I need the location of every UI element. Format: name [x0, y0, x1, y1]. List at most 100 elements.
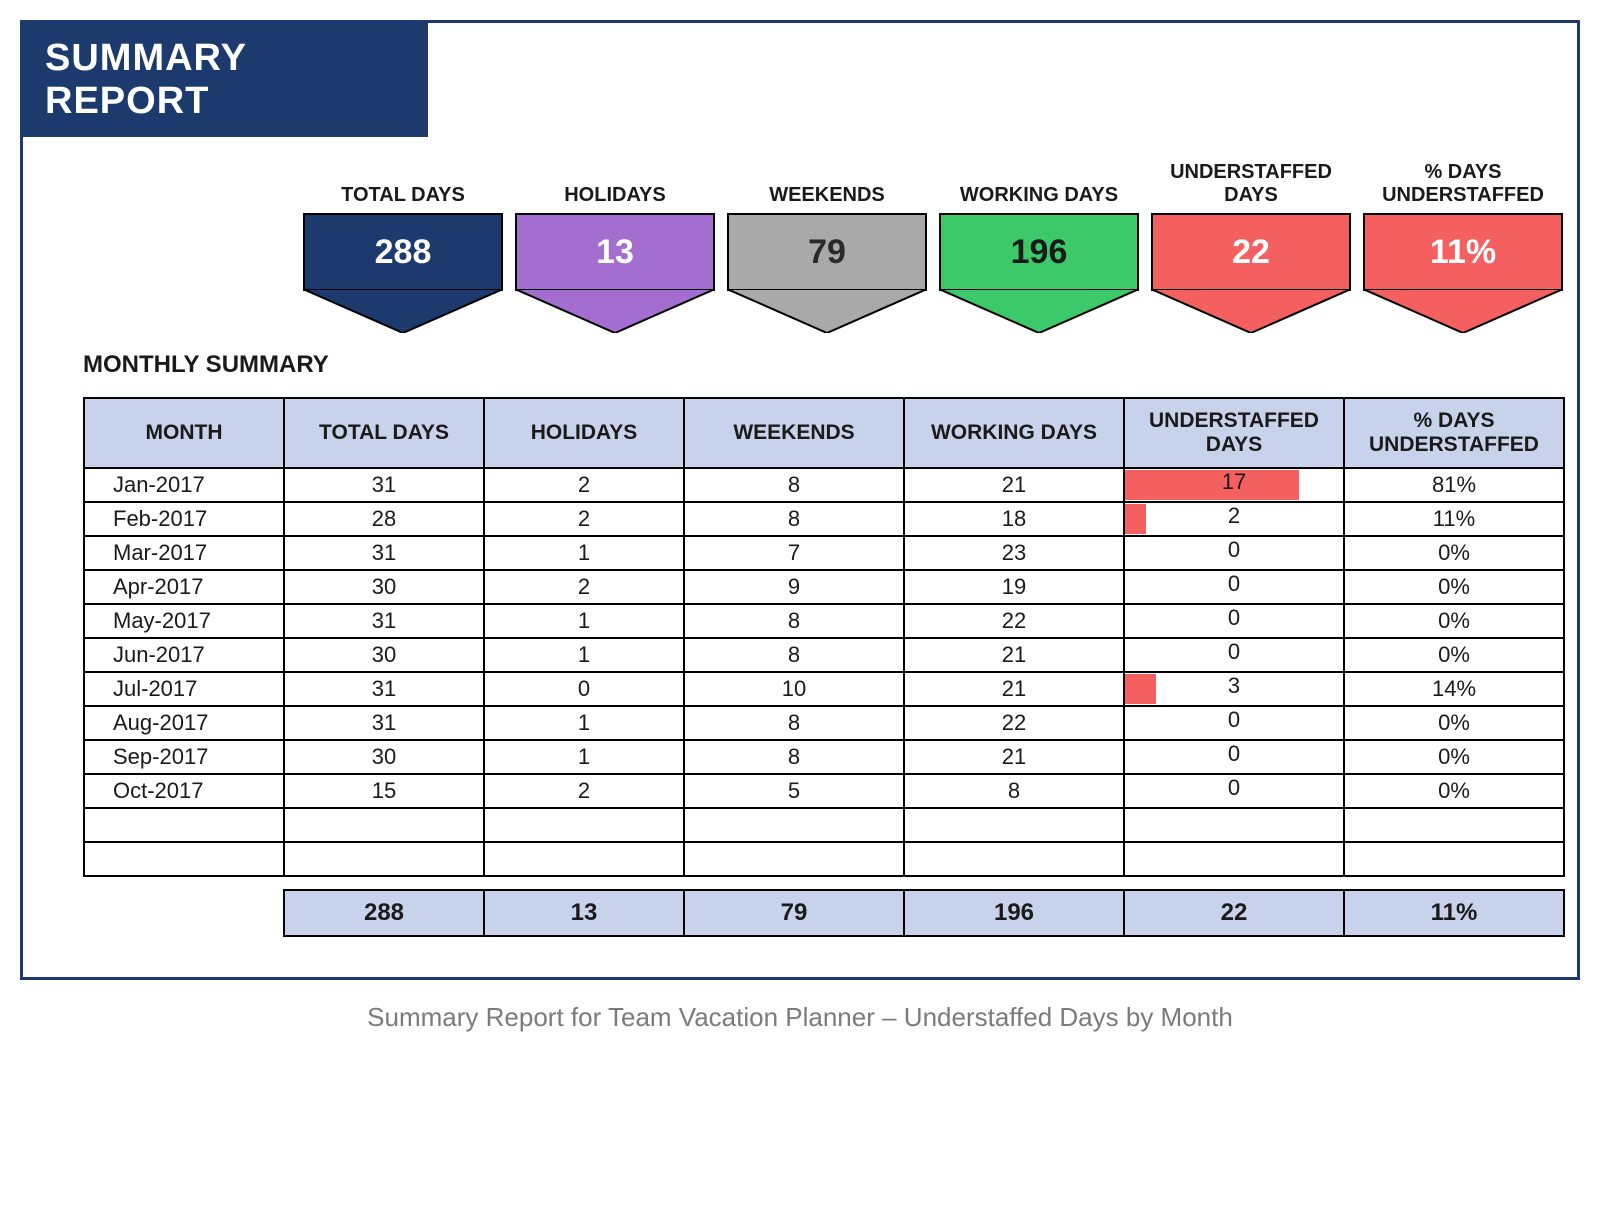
table-cell: 0%: [1344, 570, 1564, 604]
kpi-label: TOTAL DAYS: [303, 157, 503, 213]
understaffed-value: 2: [1228, 503, 1240, 528]
understaffed-cell: 0: [1124, 706, 1344, 740]
table-row: Apr-201730291900%: [84, 570, 1564, 604]
table-row: Aug-201731182200%: [84, 706, 1564, 740]
table-cell: 81%: [1344, 468, 1564, 502]
table-cell: Sep-2017: [84, 740, 284, 774]
table-row: Jun-201730182100%: [84, 638, 1564, 672]
table-row-empty: [84, 808, 1564, 842]
kpi-value: 13: [515, 213, 715, 291]
chevron-down-icon: [303, 289, 503, 333]
table-cell: [684, 842, 904, 876]
column-header: WORKING DAYS: [904, 398, 1124, 468]
column-header: UNDERSTAFFED DAYS: [1124, 398, 1344, 468]
table-row-empty: [84, 842, 1564, 876]
totals-cell: 22: [1124, 890, 1344, 936]
table-cell: Mar-2017: [84, 536, 284, 570]
table-cell: 0%: [1344, 536, 1564, 570]
chevron-down-icon: [727, 289, 927, 333]
table-cell: Jul-2017: [84, 672, 284, 706]
monthly-summary-table: MONTHTOTAL DAYSHOLIDAYSWEEKENDSWORKING D…: [83, 397, 1565, 937]
table-cell: 0: [484, 672, 684, 706]
understaffed-value: 0: [1228, 707, 1240, 732]
table-cell: [84, 808, 284, 842]
table-cell: 1: [484, 740, 684, 774]
table-cell: 31: [284, 604, 484, 638]
understaffed-value: 0: [1228, 605, 1240, 630]
table-header-row: MONTHTOTAL DAYSHOLIDAYSWEEKENDSWORKING D…: [84, 398, 1564, 468]
table-row: Jul-20173101021314%: [84, 672, 1564, 706]
kpi-card: HOLIDAYS13: [515, 157, 715, 291]
kpi-label: % DAYS UNDERSTAFFED: [1363, 157, 1563, 213]
table-cell: [484, 808, 684, 842]
table-cell: 31: [284, 672, 484, 706]
table-cell: 31: [284, 706, 484, 740]
understaffed-cell: 17: [1124, 468, 1344, 502]
table-cell: 0%: [1344, 638, 1564, 672]
table-cell: 21: [904, 468, 1124, 502]
table-cell: 8: [684, 604, 904, 638]
table-cell: 31: [284, 468, 484, 502]
column-header: TOTAL DAYS: [284, 398, 484, 468]
understaffed-bar: [1125, 674, 1156, 704]
table-cell: 7: [684, 536, 904, 570]
table-cell: [284, 808, 484, 842]
understaffed-value: 17: [1222, 469, 1246, 494]
table-cell: Oct-2017: [84, 774, 284, 808]
chevron-down-icon: [1363, 289, 1563, 333]
table-cell: 19: [904, 570, 1124, 604]
kpi-value: 79: [727, 213, 927, 291]
table-cell: Aug-2017: [84, 706, 284, 740]
figure-caption: Summary Report for Team Vacation Planner…: [20, 980, 1580, 1033]
understaffed-cell: 0: [1124, 570, 1344, 604]
understaffed-value: 0: [1228, 537, 1240, 562]
table-cell: [84, 842, 284, 876]
table-cell: 8: [684, 468, 904, 502]
totals-cell: 13: [484, 890, 684, 936]
understaffed-cell: 0: [1124, 604, 1344, 638]
table-cell: 1: [484, 706, 684, 740]
kpi-label: HOLIDAYS: [515, 157, 715, 213]
table-cell: [904, 808, 1124, 842]
table-cell: 23: [904, 536, 1124, 570]
table-cell: 5: [684, 774, 904, 808]
column-header: WEEKENDS: [684, 398, 904, 468]
table-cell: 15: [284, 774, 484, 808]
kpi-label: UNDERSTAFFED DAYS: [1151, 157, 1351, 213]
understaffed-cell: 0: [1124, 638, 1344, 672]
understaffed-cell: 0: [1124, 536, 1344, 570]
chevron-down-icon: [939, 289, 1139, 333]
kpi-card: WEEKENDS79: [727, 157, 927, 291]
table-cell: 30: [284, 570, 484, 604]
table-row: Jan-20173128211781%: [84, 468, 1564, 502]
table-cell: 8: [684, 740, 904, 774]
table-cell: May-2017: [84, 604, 284, 638]
table-cell: 0%: [1344, 740, 1564, 774]
table-row: Mar-201731172300%: [84, 536, 1564, 570]
table-cell: 18: [904, 502, 1124, 536]
table-cell: [484, 842, 684, 876]
column-header: % DAYS UNDERSTAFFED: [1344, 398, 1564, 468]
kpi-card: TOTAL DAYS288: [303, 157, 503, 291]
understaffed-cell: 3: [1124, 672, 1344, 706]
understaffed-bar: [1125, 504, 1146, 534]
column-header: HOLIDAYS: [484, 398, 684, 468]
table-cell: 11%: [1344, 502, 1564, 536]
table-cell: 28: [284, 502, 484, 536]
table-cell: [284, 842, 484, 876]
understaffed-value: 0: [1228, 571, 1240, 596]
table-cell: 2: [484, 468, 684, 502]
report-title: SUMMARY REPORT: [23, 23, 428, 137]
table-cell: 1: [484, 604, 684, 638]
kpi-card: WORKING DAYS196: [939, 157, 1139, 291]
table-cell: 22: [904, 706, 1124, 740]
table-cell: 2: [484, 774, 684, 808]
kpi-value: 22: [1151, 213, 1351, 291]
kpi-label: WEEKENDS: [727, 157, 927, 213]
table-cell: Feb-2017: [84, 502, 284, 536]
table-cell: 1: [484, 638, 684, 672]
table-cell: [684, 808, 904, 842]
table-cell: [904, 842, 1124, 876]
table-cell: 2: [484, 502, 684, 536]
table-body: Jan-20173128211781%Feb-2017282818211%Mar…: [84, 468, 1564, 936]
